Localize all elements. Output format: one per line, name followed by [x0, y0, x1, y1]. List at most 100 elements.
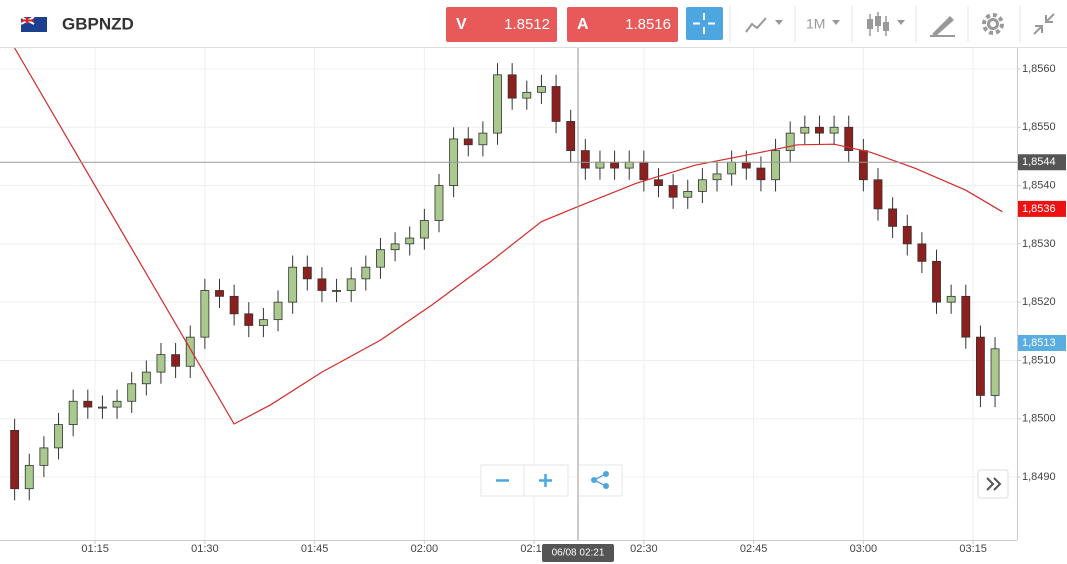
share-button[interactable] [577, 464, 623, 497]
candle-body [434, 185, 444, 221]
candle-body [83, 400, 93, 408]
candle-body [800, 126, 810, 134]
price-tag-label: 1,8536 [1022, 203, 1056, 215]
candle-body [844, 126, 854, 151]
sell-label: V [456, 16, 467, 33]
settings-button[interactable] [982, 13, 1004, 35]
x-tick-label: 02:15 [520, 543, 548, 555]
marks [10, 48, 1003, 501]
candle-body [654, 179, 663, 186]
candle-body [756, 167, 766, 181]
candle-body [258, 319, 268, 326]
candle-body [932, 260, 941, 303]
candle-body [493, 74, 502, 134]
candle-body [888, 208, 898, 227]
candle-body [273, 301, 283, 321]
y-tick-label: 1,8560 [1022, 63, 1056, 75]
candle-body [829, 126, 839, 134]
candle-body [917, 243, 927, 262]
x-tick-label: 02:45 [740, 543, 768, 555]
candle-body [668, 185, 678, 198]
candle-body [639, 161, 649, 181]
zoom-in-button[interactable] [523, 464, 569, 497]
candle-body [975, 336, 985, 396]
toolbar: GBPNZD V 1.8512 A 1.8516 1M [0, 0, 1067, 48]
x-tick-label: 01:30 [191, 543, 219, 555]
price-tag-label: 1,8544 [1022, 156, 1056, 168]
collapse-button[interactable] [1033, 13, 1055, 35]
candle-body [332, 290, 341, 292]
candle-body [771, 150, 780, 181]
price-tag [1018, 334, 1066, 351]
candle-body [419, 220, 429, 239]
draw-button[interactable] [930, 16, 955, 37]
y-tick-label: 1,8550 [1022, 121, 1056, 133]
flag [20, 16, 47, 32]
candle-body [902, 225, 912, 245]
y-tick-label: 1,8530 [1022, 238, 1056, 250]
candle-body [727, 161, 737, 175]
candle-body [610, 161, 620, 169]
timeframe: 1M [806, 16, 825, 32]
candle-body [785, 132, 795, 151]
candle-body [346, 278, 356, 291]
candle-body [478, 132, 488, 146]
candle-body [171, 354, 181, 367]
candle-body [946, 295, 956, 303]
candle-body [24, 464, 34, 490]
moving-average [14, 48, 1003, 425]
candle-body [200, 290, 210, 338]
candle-body [185, 336, 195, 367]
y-tick-label: 1,8540 [1022, 179, 1056, 191]
chart-type-button[interactable] [867, 12, 905, 36]
candle-body [990, 348, 1000, 396]
x-tick-label: 03:00 [850, 543, 878, 555]
candle-body [507, 74, 517, 99]
chart: 1,8490 1,8500 1,8510 1,8520 1,8530 1,8540 1,85… [0, 48, 1066, 562]
scroll-end-button[interactable] [977, 469, 1009, 499]
x-tick-label: 01:45 [301, 543, 329, 555]
timeframe-button[interactable]: 1M [806, 16, 840, 32]
zoom-out-button[interactable] [480, 464, 525, 497]
y-tick-label: 1,8490 [1022, 471, 1056, 483]
indicators-button[interactable] [745, 17, 783, 33]
candle-body [288, 266, 298, 303]
candle-body [595, 161, 605, 169]
candle-body [127, 383, 137, 402]
candle-body [302, 266, 312, 280]
candle-body [551, 86, 561, 122]
x-tick-label: 03:15 [959, 543, 987, 555]
candle-body [873, 179, 883, 210]
candle-body [141, 371, 151, 385]
candle-body [566, 121, 576, 151]
candle-body [697, 179, 707, 192]
candle-body [68, 400, 78, 425]
y-tick-label: 1,8510 [1022, 354, 1056, 366]
candle-body [405, 237, 415, 245]
candle-body [54, 424, 63, 449]
candle-body [624, 161, 634, 169]
candle-body [741, 161, 751, 169]
x-tick-label: 02:00 [411, 543, 439, 555]
candle-body [376, 249, 385, 268]
buy-button[interactable]: A 1.8516 [567, 7, 678, 42]
candle-body [39, 447, 49, 466]
candle-body [683, 191, 693, 198]
candle-body [317, 278, 327, 291]
y-tick-label: 1,8500 [1022, 413, 1056, 425]
crosshair-button[interactable] [686, 7, 723, 40]
candle-body [244, 313, 254, 326]
buy-label: A [577, 16, 589, 33]
price-tag [1018, 200, 1066, 217]
candle-body [156, 354, 166, 373]
candle-body [580, 150, 590, 169]
buy-price: 1.8516 [625, 16, 671, 33]
sell-button[interactable]: V 1.8512 [446, 7, 557, 42]
candle-body [229, 295, 239, 315]
x-tick-label: 01:15 [81, 543, 109, 555]
candle-body [537, 86, 546, 93]
price-tag [1018, 154, 1066, 171]
y-tick-label: 1,8520 [1022, 296, 1056, 308]
candle-body [858, 150, 868, 181]
candle-body [215, 290, 224, 297]
